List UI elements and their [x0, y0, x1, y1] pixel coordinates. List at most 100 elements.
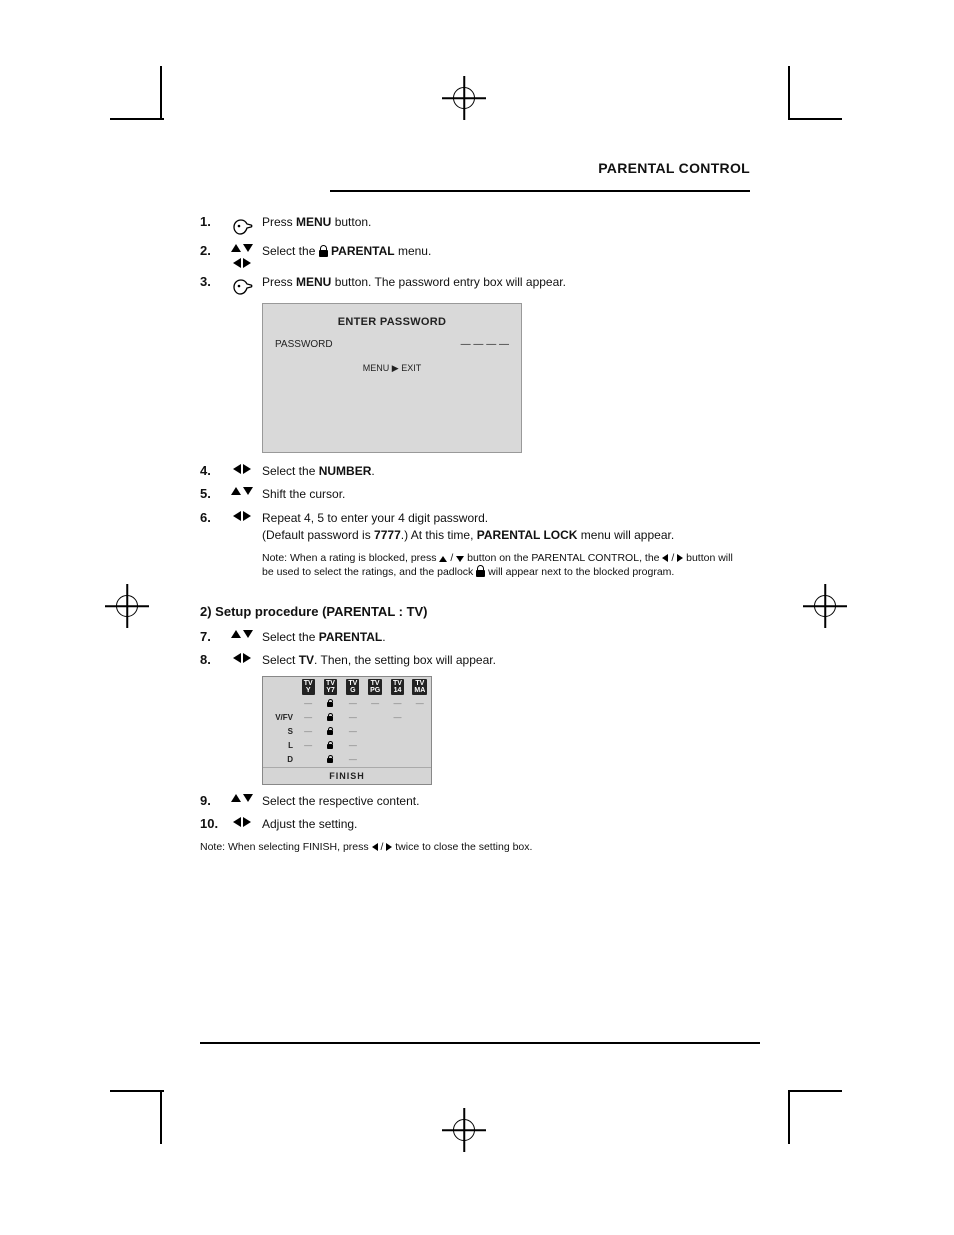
table-cell	[319, 755, 341, 765]
step-text: Shift the cursor.	[262, 486, 760, 503]
table-cell: —	[409, 699, 431, 708]
step-number: 7.	[200, 629, 222, 644]
table-cell: —	[342, 727, 364, 736]
instruction-step: 8.Select TV. Then, the setting box will …	[200, 652, 760, 669]
manual-page: PARENTAL CONTROL 1.Press MENU button. 2. S…	[0, 0, 954, 1235]
content: PARENTAL CONTROL 1.Press MENU button. 2. S…	[200, 160, 760, 858]
table-row: D—	[263, 753, 431, 767]
registration-mark-right	[803, 584, 847, 628]
instruction-step: 5.Shift the cursor.	[200, 486, 760, 503]
rating-header: TVY	[302, 679, 315, 695]
rating-header: TVY7	[324, 679, 337, 695]
instruction-step: 9.Select the respective content.	[200, 793, 760, 810]
row-label: L	[263, 741, 297, 750]
osd-password-box: ENTER PASSWORD PASSWORD— — — — MENU ▶ EX…	[262, 303, 522, 453]
table-cell: —	[342, 755, 364, 764]
osd-caption: MENU ▶ EXIT	[275, 362, 509, 376]
step-number: 9.	[200, 793, 222, 808]
step-icon	[222, 274, 262, 297]
table-finish: FINISH	[263, 767, 431, 784]
osd-label: PASSWORD	[275, 337, 333, 352]
crop-mark	[788, 118, 842, 120]
left-right-arrows-icon	[233, 464, 251, 474]
rule-top	[330, 190, 750, 192]
instruction-step: 6. Repeat 4, 5 to enter your 4 digit pass…	[200, 510, 760, 545]
lock-icon	[319, 245, 328, 257]
instruction-step: 4. Select the NUMBER.	[200, 463, 760, 480]
step-icon	[222, 486, 262, 495]
step-number: 3.	[200, 274, 222, 289]
step-icon	[222, 816, 262, 827]
table-cell: —	[297, 727, 319, 736]
instruction-step: 2. Select the PARENTAL menu.	[200, 243, 760, 268]
left-right-arrows-icon	[233, 511, 251, 521]
crop-mark	[110, 118, 164, 120]
section-title: PARENTAL CONTROL	[200, 160, 750, 176]
step-text: Select the PARENTAL menu.	[262, 243, 760, 260]
step-number: 6.	[200, 510, 222, 525]
table-cell	[319, 741, 341, 751]
instruction-step: 7. Select the PARENTAL.	[200, 629, 760, 646]
osd-title: ENTER PASSWORD	[275, 314, 509, 331]
registration-mark-top	[442, 76, 486, 120]
lock-icon	[327, 741, 333, 749]
step-icon	[222, 793, 262, 802]
table-cell: —	[297, 741, 319, 750]
table-cell: —	[297, 713, 319, 722]
parental-ratings-table: TVYTVY7TVGTVPGTV14TVMA —————V/FV———S——L—…	[262, 676, 432, 785]
rating-header: TV14	[391, 679, 404, 695]
table-cell	[319, 727, 341, 737]
crop-mark	[788, 66, 790, 120]
up-down-arrows-icon	[231, 244, 253, 252]
crop-mark	[160, 66, 162, 120]
lock-icon	[327, 755, 333, 763]
table-cell: —	[297, 699, 319, 708]
crop-mark	[788, 1090, 842, 1092]
lock-icon	[327, 713, 333, 721]
step-text: Press MENU button.	[262, 214, 760, 231]
rating-header: TVG	[346, 679, 359, 695]
step-text: Press MENU button. The password entry bo…	[262, 274, 760, 291]
step-text: Select the PARENTAL.	[262, 629, 760, 646]
step-number: 4.	[200, 463, 222, 478]
table-row: —————	[263, 697, 431, 711]
table-cell	[319, 699, 341, 709]
table-cell: —	[386, 713, 408, 722]
up-down-arrows-icon	[231, 794, 253, 802]
table-row: S——	[263, 725, 431, 739]
table-cell	[319, 713, 341, 723]
table-row: V/FV———	[263, 711, 431, 725]
rating-header: TVPG	[368, 679, 382, 695]
crop-mark	[788, 1090, 790, 1144]
registration-mark-bottom	[442, 1108, 486, 1152]
table-cell: —	[342, 741, 364, 750]
crop-mark	[160, 1090, 162, 1144]
table-row: L——	[263, 739, 431, 753]
instruction-step: 1.Press MENU button.	[200, 214, 760, 237]
rating-header: TVMA	[412, 679, 427, 695]
up-down-arrows-icon	[231, 487, 253, 495]
step-icon	[222, 652, 262, 663]
table-cell: —	[386, 699, 408, 708]
step-icon	[222, 629, 262, 638]
left-right-arrows-icon	[233, 258, 251, 268]
row-label: V/FV	[263, 713, 297, 722]
note-text: Note: When selecting FINISH, press / twi…	[200, 840, 740, 855]
table-cell: —	[342, 699, 364, 708]
step-text: Repeat 4, 5 to enter your 4 digit passwo…	[262, 510, 760, 545]
instruction-step: 3. Press MENU button. The password entry …	[200, 274, 760, 297]
step-icon	[222, 463, 262, 474]
lock-icon	[476, 565, 485, 577]
subheading: 2) Setup procedure (PARENTAL : TV)	[200, 604, 760, 619]
table-cell: —	[342, 713, 364, 722]
step-icon	[222, 214, 262, 237]
note-text: Note: When a rating is blocked, press / …	[262, 551, 742, 580]
press-hand-icon	[230, 275, 254, 297]
table-cell: —	[364, 699, 386, 708]
press-hand-icon	[230, 215, 254, 237]
left-right-arrows-icon	[233, 653, 251, 663]
step-text: Select TV. Then, the setting box will ap…	[262, 652, 760, 669]
step-number: 2.	[200, 243, 222, 258]
step-text: Select the NUMBER.	[262, 463, 760, 480]
step-icon	[222, 510, 262, 521]
